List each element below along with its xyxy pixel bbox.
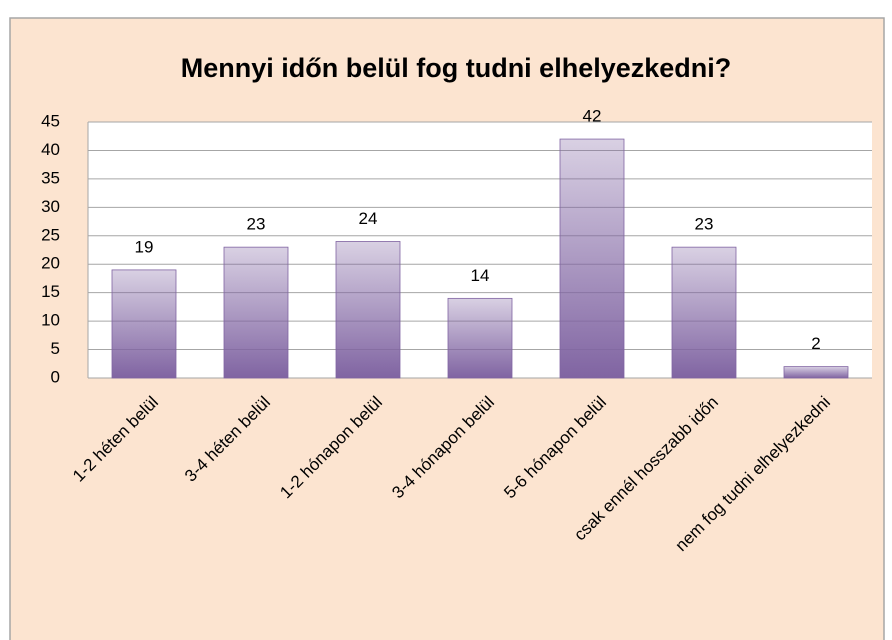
value-label: 24	[359, 209, 378, 228]
value-label: 42	[583, 107, 602, 126]
value-label: 23	[695, 215, 714, 234]
bar	[111, 269, 177, 379]
value-label: 19	[135, 237, 154, 256]
bar	[671, 246, 737, 379]
y-tick-label: 0	[51, 367, 60, 386]
y-tick-label: 25	[41, 225, 60, 244]
y-tick-label: 15	[41, 282, 60, 301]
value-label: 14	[471, 266, 490, 285]
y-tick-label: 5	[51, 339, 60, 358]
y-tick-label: 10	[41, 311, 60, 330]
y-tick-label: 45	[41, 111, 60, 130]
value-label: 23	[247, 215, 266, 234]
y-tick-label: 40	[41, 140, 60, 159]
y-tick-label: 20	[41, 254, 60, 273]
value-label: 2	[811, 334, 820, 353]
bar	[447, 297, 513, 379]
bar	[559, 138, 625, 379]
y-tick-label: 30	[41, 197, 60, 216]
chart-title: Mennyi időn belül fog tudni elhelyezkedn…	[181, 53, 732, 83]
bar	[223, 246, 289, 379]
bar	[335, 241, 401, 379]
bar	[783, 366, 849, 379]
y-tick-label: 35	[41, 168, 60, 187]
